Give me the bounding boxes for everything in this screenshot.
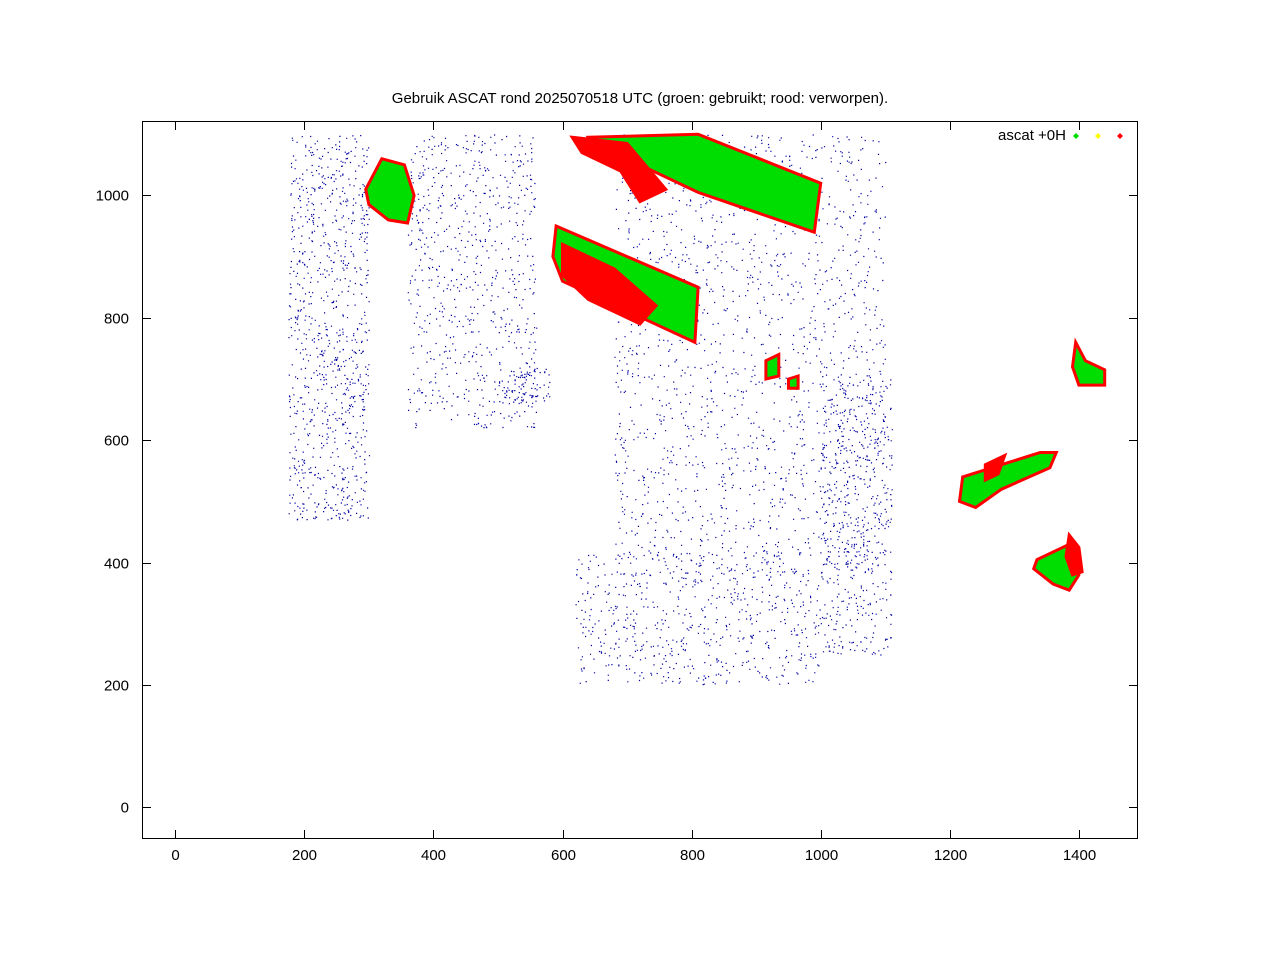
used-observation-region [957,451,1059,510]
used-observation-region [764,352,781,381]
y-tick-label: 400 [104,556,129,573]
legend-marker [1117,133,1123,139]
x-tick-label: 1000 [805,847,838,864]
used-observation-region [364,156,416,225]
y-tick-label: 0 [121,800,129,817]
chart-title: Gebruik ASCAT rond 2025070518 UTC (groen… [392,90,888,107]
legend: ascat +0H [998,127,1123,144]
y-tick-label: 1000 [96,188,129,205]
axes: 0 200 400 600 800 1000 1200 1400 0 200 400 600 800 10… [96,122,1137,864]
x-tick-label: 1200 [934,847,967,864]
x-tick-label: 1400 [1063,847,1096,864]
legend-marker [1073,133,1079,139]
data-regions [364,132,1107,593]
rejected-observation-region [1064,531,1084,577]
plot-frame [142,121,1138,839]
rejected-observation-region [561,242,659,326]
used-observation-region [787,373,800,390]
used-observation-region [1070,337,1107,387]
y-tick-label: 200 [104,678,129,695]
x-tick-label: 0 [171,847,179,864]
x-tick-label: 600 [551,847,576,864]
rejected-observation-region [569,135,669,204]
y-tick-label: 600 [104,433,129,450]
legend-label: ascat +0H [998,127,1066,144]
x-tick-label: 200 [292,847,317,864]
legend-marker [1095,133,1101,139]
x-tick-label: 400 [421,847,446,864]
x-tick-label: 800 [680,847,705,864]
y-tick-label: 800 [104,311,129,328]
rejected-observation-region [983,452,1008,483]
